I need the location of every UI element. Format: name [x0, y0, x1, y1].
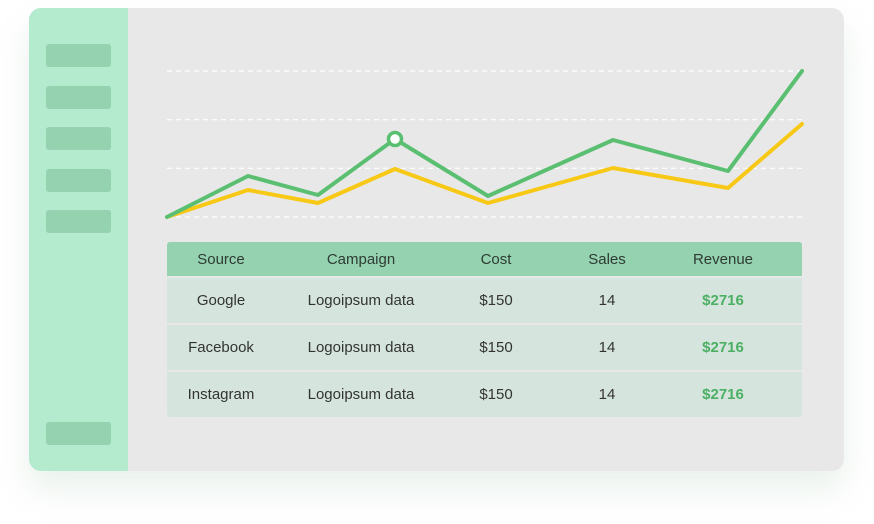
cell-campaign: Logoipsum data [307, 339, 415, 356]
cell-campaign: Logoipsum data [307, 386, 415, 403]
cell-sales: 14 [598, 339, 616, 356]
header-sales: Sales [588, 250, 626, 268]
data-point-marker[interactable] [386, 130, 404, 148]
cell-sales: 14 [598, 386, 616, 403]
sidebar-item-3[interactable] [46, 127, 111, 150]
header-cost: Cost [480, 250, 512, 268]
table-row[interactable]: Instagram Logoipsum data $150 14 $2716 [167, 372, 802, 417]
cell-cost: $150 [479, 386, 513, 403]
app-window: Source Campaign Cost Sales Revenue Googl… [29, 8, 844, 471]
cell-campaign: Logoipsum data [307, 292, 415, 309]
cell-revenue: $2716 [702, 292, 744, 309]
table-row[interactable]: Facebook Logoipsum data $150 14 $2716 [167, 325, 802, 370]
cell-sales: 14 [598, 292, 616, 309]
series-line-1 [165, 69, 804, 219]
line-chart [165, 69, 804, 219]
sidebar-item-4[interactable] [46, 169, 111, 192]
sidebar-item-2[interactable] [46, 86, 111, 109]
sidebar-item-5[interactable] [46, 210, 111, 233]
header-campaign: Campaign [326, 250, 396, 268]
cell-cost: $150 [479, 339, 513, 356]
campaign-table: Source Campaign Cost Sales Revenue Googl… [167, 242, 802, 419]
sidebar-item-bottom[interactable] [46, 422, 111, 445]
table-row[interactable]: Google Logoipsum data $150 14 $2716 [167, 278, 802, 323]
sidebar [29, 8, 128, 471]
cell-revenue: $2716 [702, 339, 744, 356]
cell-revenue: $2716 [702, 386, 744, 403]
cell-source: Instagram [187, 386, 255, 403]
cell-source: Google [196, 292, 246, 309]
sidebar-item-1[interactable] [46, 44, 111, 67]
cell-cost: $150 [479, 292, 513, 309]
header-revenue: Revenue [692, 250, 754, 268]
series-line-2 [165, 122, 804, 219]
cell-source: Facebook [188, 339, 254, 356]
table-header: Source Campaign Cost Sales Revenue [167, 242, 802, 276]
header-source: Source [197, 250, 245, 268]
